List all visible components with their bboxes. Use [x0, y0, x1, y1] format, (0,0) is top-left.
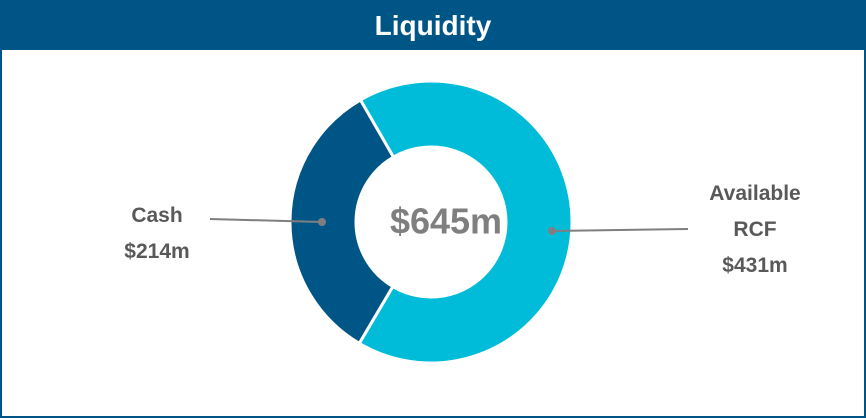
leader-dot: [548, 227, 556, 235]
leader-line: [551, 228, 689, 232]
leader-dot: [318, 218, 326, 226]
category-label: Available RCF: [709, 182, 801, 241]
value-label: $214m: [124, 240, 190, 263]
label-cash: Cash $214m: [87, 198, 227, 270]
donut-segment: [288, 97, 396, 346]
donut-segment: [357, 79, 574, 365]
center-label: $645m: [390, 201, 502, 242]
category-label: Cash: [131, 204, 183, 227]
panel-title: Liquidity: [2, 2, 864, 50]
value-label: $431m: [722, 254, 788, 277]
leader-line: [209, 218, 323, 223]
label-rcf: Available RCF $431m: [685, 176, 825, 284]
